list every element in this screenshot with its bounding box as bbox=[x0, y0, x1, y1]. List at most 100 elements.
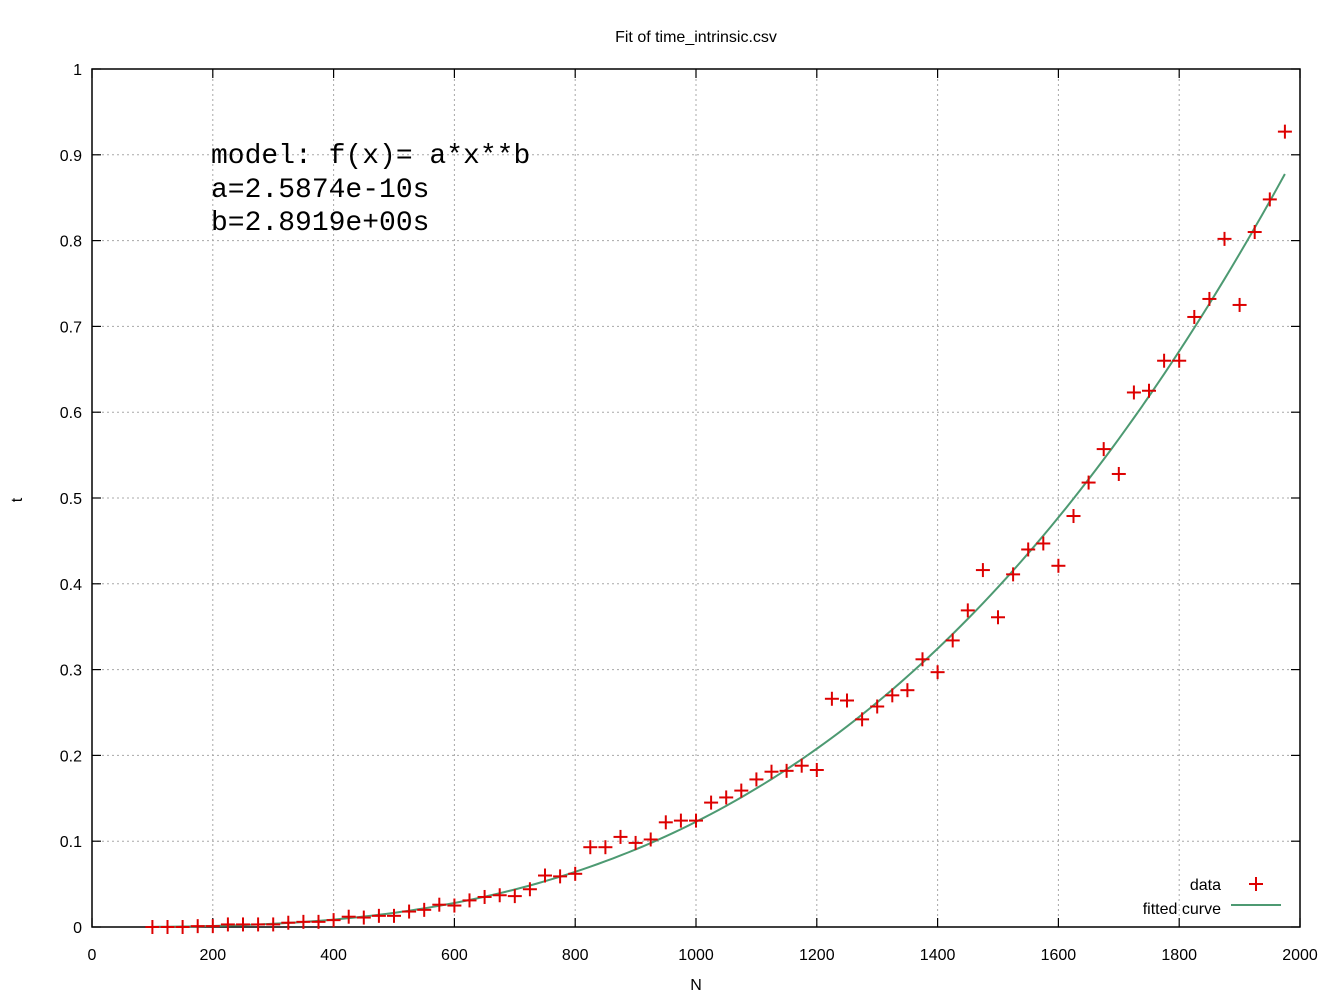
data-point bbox=[1051, 558, 1066, 573]
data-point bbox=[236, 917, 250, 932]
data-point bbox=[734, 783, 749, 798]
data-point bbox=[160, 920, 175, 934]
y-tick-label: 0.1 bbox=[60, 834, 82, 851]
data-point bbox=[492, 888, 507, 903]
x-tick-label: 800 bbox=[562, 947, 589, 964]
grid bbox=[92, 69, 1300, 927]
data-point bbox=[673, 813, 688, 828]
data-point bbox=[643, 832, 658, 847]
x-tick-labels: 0 200 400 600 800 1000 1200 1400 1600 1800 2000 bbox=[88, 947, 1318, 964]
data-point bbox=[190, 919, 205, 934]
y-tick-label: 0.9 bbox=[60, 148, 82, 165]
y-tick-label: 0.8 bbox=[60, 234, 82, 251]
legend-label-fitted-curve: fitted curve bbox=[1143, 901, 1221, 918]
data-point bbox=[522, 882, 537, 897]
data-point bbox=[628, 835, 643, 850]
x-tick-label: 1600 bbox=[1041, 947, 1077, 964]
x-tick-label: 1800 bbox=[1161, 947, 1197, 964]
data-point bbox=[417, 902, 432, 917]
chart-title: Fit of time_intrinsic.csv bbox=[615, 29, 777, 46]
data-point bbox=[371, 908, 386, 923]
data-point bbox=[840, 693, 854, 708]
data-point bbox=[1036, 536, 1051, 551]
data-point bbox=[553, 869, 568, 884]
fitted-curve-line bbox=[152, 173, 1286, 928]
data-point bbox=[855, 712, 870, 727]
annotation-line-a: a=2.5874e-10s bbox=[211, 175, 429, 206]
data-point bbox=[764, 764, 779, 779]
data-point bbox=[975, 563, 990, 578]
data-point bbox=[175, 920, 190, 934]
data-point bbox=[1262, 192, 1277, 207]
data-point bbox=[598, 840, 613, 855]
data-point bbox=[281, 915, 296, 930]
data-point bbox=[1066, 509, 1081, 524]
data-point bbox=[1247, 225, 1262, 240]
y-tick-label: 0.7 bbox=[60, 319, 82, 336]
data-point bbox=[1126, 385, 1141, 400]
data-points bbox=[145, 124, 1292, 934]
data-point bbox=[538, 868, 552, 883]
data-point bbox=[507, 889, 522, 904]
x-tick-label: 2000 bbox=[1282, 947, 1318, 964]
model-annotation: model: f(x)= a*x**b a=2.5874e-10s b=2.89… bbox=[211, 141, 530, 239]
data-point bbox=[613, 829, 628, 844]
data-point bbox=[1277, 124, 1292, 139]
data-point bbox=[930, 665, 945, 680]
y-axis-label: t bbox=[9, 497, 26, 502]
data-point bbox=[583, 840, 598, 855]
data-point bbox=[900, 683, 915, 698]
data-point bbox=[266, 917, 281, 932]
x-tick-label: 1000 bbox=[678, 947, 714, 964]
data-point bbox=[145, 920, 160, 934]
data-point bbox=[356, 910, 371, 925]
x-tick-label: 1200 bbox=[799, 947, 835, 964]
data-point bbox=[462, 893, 477, 908]
data-point bbox=[311, 914, 326, 929]
data-point bbox=[1187, 309, 1202, 324]
data-point bbox=[960, 603, 975, 618]
data-point bbox=[824, 691, 839, 706]
y-tick-label: 0 bbox=[73, 920, 82, 937]
y-tick-labels: 0 0.1 0.2 0.3 0.4 0.5 0.6 0.7 0.8 0.9 1 bbox=[60, 62, 82, 937]
data-point bbox=[220, 917, 235, 932]
data-point bbox=[794, 758, 809, 773]
x-tick-label: 200 bbox=[199, 947, 226, 964]
y-tick-label: 1 bbox=[73, 62, 82, 79]
data-point bbox=[945, 633, 960, 648]
data-point bbox=[1217, 231, 1232, 246]
data-point bbox=[1172, 353, 1187, 368]
data-point bbox=[915, 652, 930, 667]
data-point bbox=[296, 914, 311, 929]
y-tick-label: 0.6 bbox=[60, 405, 82, 422]
legend-label-data: data bbox=[1190, 877, 1221, 894]
data-point bbox=[1142, 383, 1156, 398]
data-point bbox=[205, 919, 220, 934]
data-point bbox=[1006, 567, 1021, 582]
data-point bbox=[447, 898, 462, 913]
data-point bbox=[719, 790, 734, 805]
data-point bbox=[1202, 291, 1217, 306]
data-point bbox=[991, 610, 1005, 625]
y-tick-label: 0.5 bbox=[60, 491, 82, 508]
legend-marker-data bbox=[1249, 877, 1263, 891]
data-point bbox=[432, 897, 447, 912]
y-tick-label: 0.2 bbox=[60, 748, 82, 765]
x-tick-label: 400 bbox=[320, 947, 347, 964]
data-point bbox=[326, 913, 341, 928]
data-point bbox=[1157, 353, 1172, 368]
data-point bbox=[885, 688, 900, 703]
y-tick-label: 0.3 bbox=[60, 663, 82, 680]
data-point bbox=[704, 795, 719, 810]
x-tick-label: 1400 bbox=[920, 947, 956, 964]
data-point bbox=[402, 904, 417, 919]
x-tick-label: 600 bbox=[441, 947, 468, 964]
data-point bbox=[1111, 466, 1126, 481]
data-point bbox=[1096, 442, 1111, 457]
annotation-line-model: model: f(x)= a*x**b bbox=[211, 141, 530, 172]
data-point bbox=[568, 866, 583, 881]
x-tick-label: 0 bbox=[88, 947, 97, 964]
annotation-line-b: b=2.8919e+00s bbox=[211, 208, 429, 239]
x-axis-label: N bbox=[690, 977, 702, 994]
y-tick-label: 0.4 bbox=[60, 577, 82, 594]
